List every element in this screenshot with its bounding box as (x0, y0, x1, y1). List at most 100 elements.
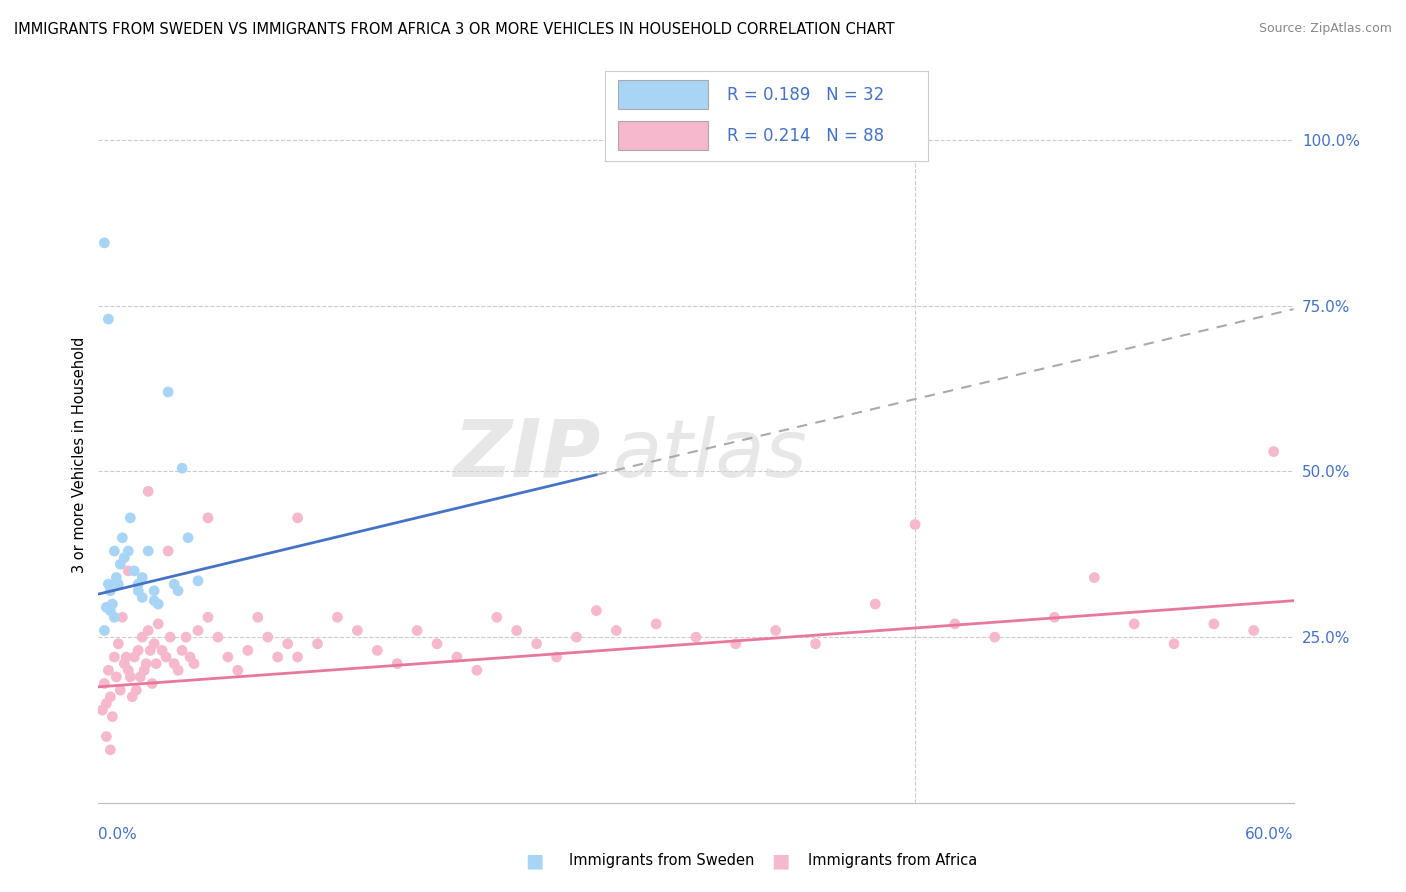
Point (135, 657, 157, 671)
Point (904, 517, 927, 532)
Point (287, 650, 309, 665)
Point (685, 630, 707, 644)
Point (134, 663, 156, 677)
Text: 0.0%: 0.0% (98, 827, 138, 841)
Point (277, 637, 299, 651)
FancyBboxPatch shape (617, 121, 709, 150)
Point (103, 544, 125, 558)
Point (117, 544, 139, 558)
Point (163, 577, 186, 591)
Point (150, 643, 173, 657)
Point (287, 511, 309, 525)
Point (267, 650, 290, 665)
Point (167, 583, 190, 598)
Point (136, 544, 159, 558)
Point (110, 683, 132, 698)
Point (366, 643, 388, 657)
Point (197, 511, 219, 525)
Point (120, 670, 142, 684)
Point (120, 511, 142, 525)
Point (124, 564, 146, 578)
Point (112, 550, 135, 565)
Point (426, 637, 449, 651)
Point (98, 604, 122, 618)
Point (1263, 444, 1285, 458)
Point (465, 663, 488, 677)
Point (105, 570, 128, 584)
Point (121, 690, 143, 704)
Point (96, 600, 118, 615)
Point (565, 630, 588, 644)
Text: Source: ZipAtlas.com: Source: ZipAtlas.com (1258, 22, 1392, 36)
Point (127, 583, 149, 598)
Point (98, 583, 122, 598)
Point (724, 637, 747, 651)
Point (105, 670, 128, 684)
Point (143, 593, 166, 607)
Point (174, 630, 197, 644)
Point (246, 610, 269, 624)
Point (91, 703, 114, 717)
Point (107, 577, 129, 591)
Point (172, 461, 194, 475)
Point (943, 616, 966, 631)
Point (124, 650, 146, 665)
Point (179, 650, 201, 665)
Point (131, 630, 153, 644)
Point (107, 637, 129, 651)
Point (101, 709, 124, 723)
Text: ■: ■ (770, 851, 790, 871)
Text: Immigrants from Sweden: Immigrants from Sweden (569, 854, 755, 868)
Point (863, 597, 886, 611)
Point (143, 583, 166, 598)
Text: atlas: atlas (612, 416, 807, 494)
Point (485, 610, 508, 624)
Point (187, 574, 209, 588)
Point (1123, 616, 1146, 631)
Point (236, 643, 259, 657)
Point (183, 657, 205, 671)
Point (163, 657, 186, 671)
Point (506, 624, 529, 638)
Point (145, 657, 167, 671)
Point (136, 624, 159, 638)
Point (446, 650, 468, 665)
Point (1243, 624, 1265, 638)
Point (526, 637, 548, 651)
Point (157, 544, 180, 558)
Point (585, 604, 607, 618)
Point (98, 690, 122, 704)
FancyBboxPatch shape (617, 80, 709, 109)
Point (187, 624, 209, 638)
Point (148, 597, 170, 611)
Text: Immigrants from Africa: Immigrants from Africa (808, 854, 977, 868)
Point (346, 624, 368, 638)
Point (97, 577, 120, 591)
Point (1083, 570, 1105, 584)
Point (97, 312, 120, 326)
Point (385, 657, 409, 671)
Text: ■: ■ (524, 851, 544, 871)
Point (256, 630, 278, 644)
Point (96, 730, 118, 744)
Point (93, 676, 115, 690)
Point (93, 624, 115, 638)
Point (645, 616, 668, 631)
Point (765, 624, 787, 638)
Point (143, 637, 166, 651)
Text: IMMIGRANTS FROM SWEDEN VS IMMIGRANTS FROM AFRICA 3 OR MORE VEHICLES IN HOUSEHOLD: IMMIGRANTS FROM SWEDEN VS IMMIGRANTS FRO… (14, 22, 894, 37)
Text: R = 0.214   N = 88: R = 0.214 N = 88 (727, 127, 884, 145)
Point (177, 531, 200, 545)
Point (141, 676, 163, 690)
Point (983, 630, 1005, 644)
Point (197, 610, 219, 624)
Point (172, 643, 194, 657)
Point (167, 663, 190, 677)
Point (307, 637, 329, 651)
Point (136, 484, 159, 499)
Point (110, 558, 132, 572)
Point (115, 650, 138, 665)
Point (155, 650, 177, 665)
Point (139, 643, 162, 657)
Point (1202, 616, 1225, 631)
